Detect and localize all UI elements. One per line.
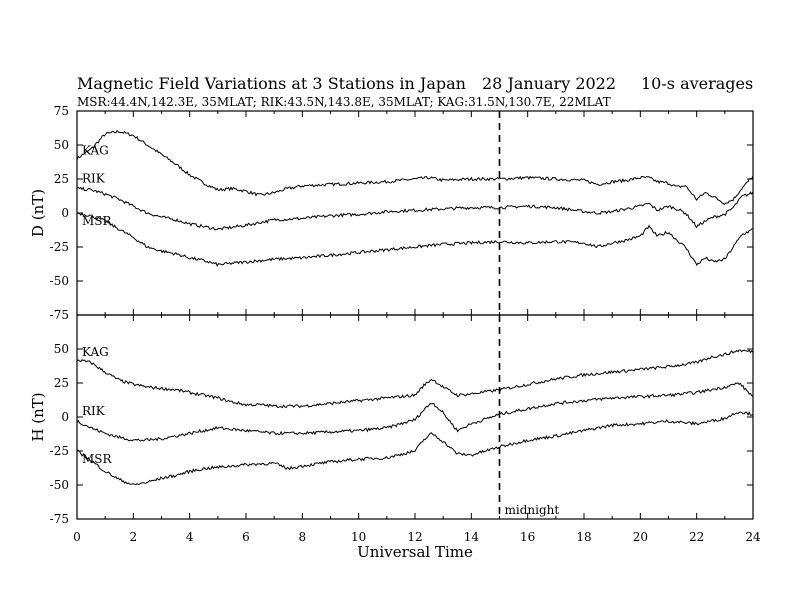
x-tick-label: 2 (130, 530, 138, 544)
y-tick-label: -75 (50, 512, 69, 526)
series-label-rik: RIK (82, 172, 106, 186)
series-line-kag (76, 130, 754, 206)
x-tick-label: 24 (745, 530, 761, 544)
y-tick-label: 0 (61, 206, 69, 220)
chart-averaging: 10-s averages (641, 74, 753, 93)
y-tick-label: 75 (54, 104, 69, 118)
x-axis-title: Universal Time (357, 543, 473, 561)
series-label-kag: KAG (82, 345, 109, 359)
series-line-rik (76, 186, 754, 231)
series-label-msr: MSR (82, 214, 113, 228)
y-tick-label: -25 (50, 444, 69, 458)
y-tick-label: 50 (54, 342, 69, 356)
y-tick-label: 0 (61, 410, 69, 424)
x-tick-label: 16 (520, 530, 535, 544)
y-tick-label: 25 (54, 172, 69, 186)
series-line-msr (76, 212, 754, 267)
x-tick-label: 0 (73, 530, 81, 544)
station-coordinates: MSR:44.4N,142.3E, 35MLAT; RIK:43.5N,143.… (77, 95, 611, 109)
x-tick-label: 14 (464, 530, 480, 544)
series-label-rik: RIK (82, 404, 106, 418)
y-tick-label: -25 (50, 240, 69, 254)
y-axis-title: D (nT) (29, 189, 47, 237)
series-line-rik (76, 382, 754, 442)
y-axis-title: H (nT) (29, 392, 47, 441)
y-tick-label: 25 (54, 376, 69, 390)
series-label-kag: KAG (82, 144, 109, 158)
series-label-msr: MSR (82, 452, 113, 466)
midnight-label: midnight (505, 503, 560, 517)
x-tick-label: 18 (576, 530, 591, 544)
x-tick-label: 6 (242, 530, 250, 544)
x-tick-label: 22 (689, 530, 704, 544)
series-line-msr (76, 410, 754, 486)
x-tick-label: 4 (186, 530, 194, 544)
y-tick-label: 50 (54, 138, 69, 152)
x-tick-label: 8 (299, 530, 307, 544)
y-tick-label: -50 (50, 478, 69, 492)
series-line-kag (76, 349, 754, 409)
y-tick-label: -75 (50, 308, 69, 322)
chart-date: 28 January 2022 (482, 74, 616, 93)
panel-frame-2 (76, 314, 754, 520)
chart-title: Magnetic Field Variations at 3 Stations … (77, 74, 466, 93)
y-tick-label: -50 (50, 274, 69, 288)
panel-frame-1 (76, 110, 754, 316)
plot-area: 75 50 25 0 -25 -50 -75 D (nT) KAG RIK MSR 50 25 0 -25 -… (29, 104, 761, 544)
x-tick-label: 12 (407, 530, 422, 544)
x-tick-label: 20 (633, 530, 648, 544)
x-tick-label: 10 (351, 530, 366, 544)
